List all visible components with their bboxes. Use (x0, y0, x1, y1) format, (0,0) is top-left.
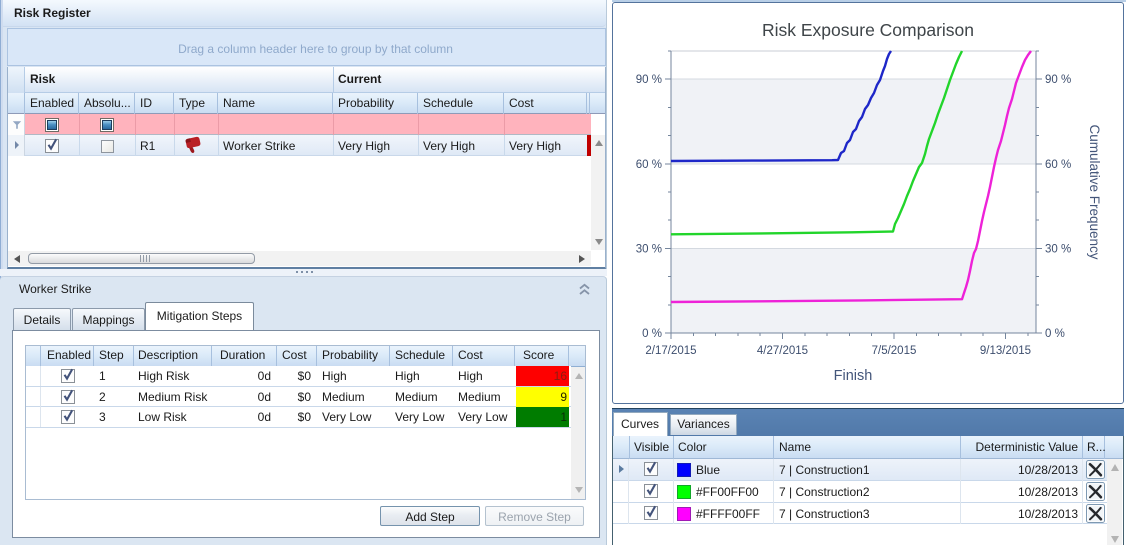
svg-text:9/13/2015: 9/13/2015 (980, 345, 1031, 357)
svg-text:30 %: 30 % (1045, 243, 1071, 255)
svg-text:Risk Exposure Comparison: Risk Exposure Comparison (762, 20, 974, 40)
svg-text:0 %: 0 % (642, 328, 662, 340)
svg-text:Finish: Finish (834, 368, 873, 384)
svg-text:7/5/2015: 7/5/2015 (872, 345, 917, 357)
svg-text:90 %: 90 % (636, 74, 662, 86)
svg-text:30 %: 30 % (636, 243, 662, 255)
svg-text:4/27/2015: 4/27/2015 (757, 345, 808, 357)
svg-text:90 %: 90 % (1045, 74, 1071, 86)
svg-text:2/17/2015: 2/17/2015 (645, 345, 696, 357)
svg-text:60 %: 60 % (636, 159, 662, 171)
svg-text:60 %: 60 % (1045, 159, 1071, 171)
svg-text:0 %: 0 % (1045, 328, 1065, 340)
svg-text:Cumulative Frequency: Cumulative Frequency (1087, 124, 1102, 259)
